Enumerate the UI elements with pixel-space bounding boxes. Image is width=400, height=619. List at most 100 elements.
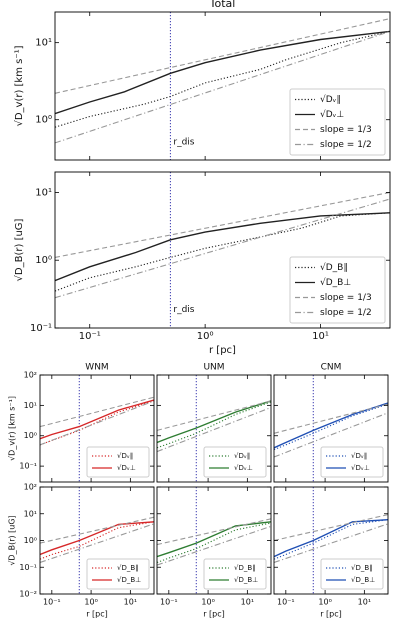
series-line (40, 521, 154, 556)
series-line (55, 30, 390, 128)
legend-label: √Dᵥ⊥ (351, 464, 370, 472)
series-line (157, 525, 271, 566)
x-tick-label: 10⁻¹ (43, 598, 61, 607)
series-line (40, 399, 154, 440)
axes-frame (156, 374, 272, 483)
y-tick-label: 10⁻¹ (19, 563, 37, 572)
y-tick-label: 10¹ (24, 509, 37, 518)
panel: 10⁻¹ 10⁰ 10¹ 10⁻² 10⁻¹ 10⁰ 10¹ 10² √D_B(r) [uG] r… (8, 483, 155, 619)
x-tick-label: 10¹ (358, 598, 371, 607)
plot-area (274, 375, 388, 482)
legend-box (289, 88, 386, 156)
y-tick-label: 10⁰ (35, 255, 52, 266)
legend-label: √Dᵥ∥ (117, 452, 133, 460)
y-tick-label: 10¹ (24, 401, 37, 410)
y-tick-label: 10⁰ (24, 431, 37, 440)
series-line (274, 403, 388, 451)
x-axis-label: r [pc] (209, 345, 236, 356)
legend-label: √Dᵥ⊥ (320, 109, 344, 120)
vline-label: r_dis (173, 138, 194, 148)
x-tick-label: 10¹ (124, 598, 137, 607)
series-line (40, 396, 154, 428)
legend-label: √D_B⊥ (320, 277, 351, 288)
series-line (55, 18, 390, 94)
legend-label: √D_B⊥ (234, 576, 258, 584)
series-line (40, 516, 154, 544)
vline-label: r_dis (173, 305, 194, 315)
series-line (40, 400, 154, 446)
x-tick-label: 10¹ (312, 331, 329, 342)
plot-area (157, 487, 271, 594)
series-line (157, 521, 271, 558)
legend-label: slope = 1/2 (320, 140, 372, 150)
legend-box (203, 558, 267, 590)
legend-label: √D_B⊥ (117, 576, 141, 584)
legend-box (320, 558, 384, 590)
legend-label: slope = 1/3 (320, 293, 372, 303)
series-line (55, 30, 390, 115)
y-tick-label: 10² (24, 483, 37, 492)
legend-label: √D_B∥ (234, 564, 256, 572)
legend-label: √D_B∥ (117, 564, 139, 572)
y-axis-label: √D_v(r) [km s⁻¹] (8, 396, 17, 461)
legend-label: √Dᵥ⊥ (234, 464, 253, 472)
series-line (40, 521, 154, 560)
series-line (157, 522, 271, 564)
y-axis-label: √D_B(r) [uG] (14, 218, 25, 281)
series-line (157, 400, 271, 431)
series-line (157, 518, 271, 546)
y-axis-label: √D_B(r) [uG] (8, 515, 17, 565)
y-tick-label: 10⁰ (35, 115, 52, 126)
axes-frame (39, 486, 155, 595)
series-line (157, 406, 271, 453)
x-tick-label: 10⁰ (197, 331, 214, 342)
x-tick-label: 10⁰ (84, 598, 97, 607)
series-line (274, 519, 388, 558)
panel: 10⁻¹ 10⁰ 10¹ r [pc] √D_B∥ √D_B⊥ (156, 486, 272, 619)
y-tick-label: 10² (24, 371, 37, 380)
y-tick-label: 10⁰ (24, 536, 37, 545)
legend-label: √Dᵥ∥ (320, 94, 341, 105)
y-tick-label: 10⁻¹ (19, 462, 37, 471)
plot-area (40, 375, 154, 482)
y-tick-label: 10⁻² (19, 590, 37, 599)
axes-frame (273, 486, 389, 595)
legend-label: √D_B∥ (351, 564, 373, 572)
legend-box (86, 558, 150, 590)
y-axis-label: √D_v(r) [km s⁻¹] (14, 45, 25, 126)
x-tick-label: 10⁻¹ (79, 331, 101, 342)
axes-frame (156, 486, 272, 595)
axes-frame (39, 374, 155, 483)
series-line (55, 212, 390, 292)
series-line (40, 523, 154, 564)
series-line (40, 400, 154, 446)
x-axis-label: r [pc] (203, 610, 225, 619)
panel-title: CNM (321, 363, 342, 373)
axes-frame (54, 11, 391, 161)
legend-label: slope = 1/2 (320, 308, 372, 318)
series-line (274, 519, 388, 560)
legend-box (320, 446, 384, 478)
x-tick-label: 10⁰ (318, 598, 331, 607)
legend-label: √Dᵥ∥ (234, 452, 250, 460)
panel: WNM 10⁻¹ 10⁰ 10¹ 10² √D_v(r) [km s⁻¹] √Dᵥ∥ √Dᵥ⊥ (8, 363, 155, 483)
series-line (274, 514, 388, 542)
plot-area (55, 12, 390, 160)
series-line (55, 198, 390, 299)
x-axis-label: r [pc] (86, 610, 108, 619)
panel: UNM √Dᵥ∥ √Dᵥ⊥ (156, 363, 272, 483)
legend-box (289, 256, 386, 324)
series-line (55, 212, 390, 282)
panel-title: WNM (85, 363, 108, 373)
panel-title: UNM (203, 363, 224, 373)
legend-label: √D_B⊥ (351, 576, 375, 584)
legend-box (203, 446, 267, 478)
panel: CNM √Dᵥ∥ √Dᵥ⊥ (273, 363, 389, 483)
plot-area (274, 487, 388, 594)
x-tick-label: 10¹ (241, 598, 254, 607)
plot-area (55, 172, 390, 328)
legend-box (86, 446, 150, 478)
x-tick-label: 10⁰ (201, 598, 214, 607)
axes-frame (54, 171, 391, 329)
